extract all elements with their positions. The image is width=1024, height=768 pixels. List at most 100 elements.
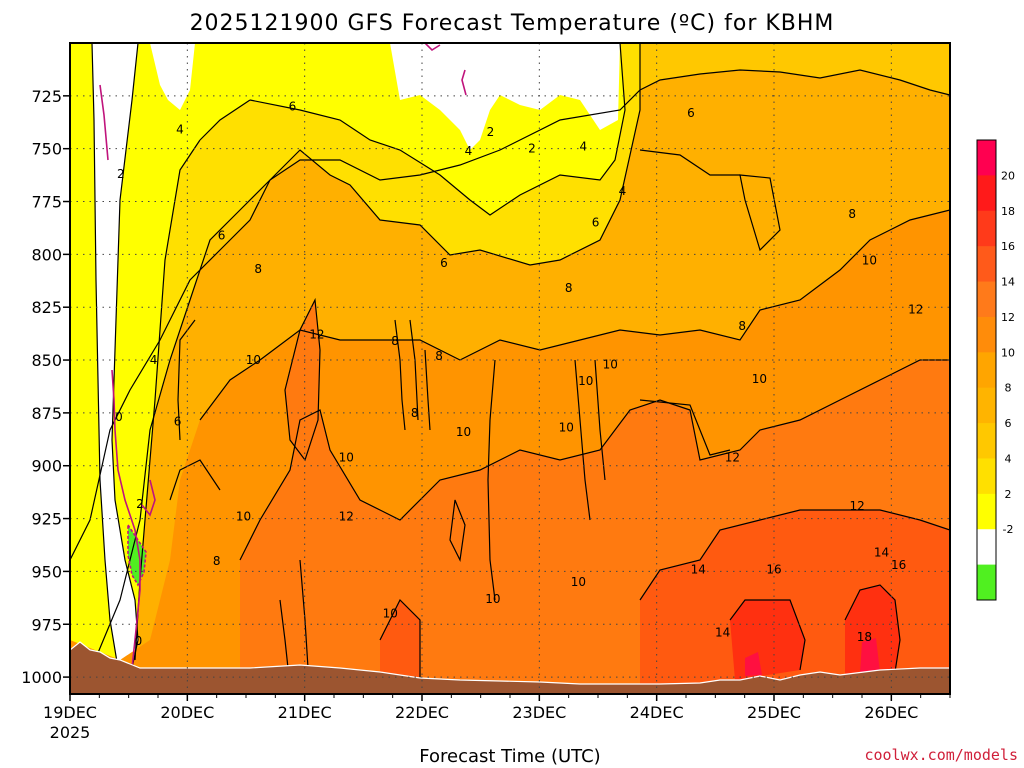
colorbar-label: 2 <box>1005 488 1012 501</box>
terrain <box>70 641 950 694</box>
contour-label: 6 <box>592 216 600 230</box>
contour-label: 10 <box>383 607 398 621</box>
contour-label: 14 <box>874 545 889 559</box>
y-tick-label: 1000 <box>21 668 62 687</box>
colorbar-label: 18 <box>1001 205 1015 218</box>
x-tick-label: 19DEC <box>43 703 97 722</box>
contour-label: 8 <box>391 334 399 348</box>
y-tick-label: 975 <box>31 615 62 634</box>
colorbar-label: 10 <box>1001 346 1015 359</box>
x-tick-label: 23DEC <box>512 703 566 722</box>
contour-label: 16 <box>766 562 781 576</box>
contour-label: 8 <box>213 554 221 568</box>
contour-label: 4 <box>176 123 184 137</box>
contour-label: 6 <box>218 228 226 242</box>
colorbar-swatch <box>977 387 996 424</box>
colorbar-frame <box>976 139 997 601</box>
contour-label: 10 <box>485 592 500 606</box>
contour-label: 10 <box>571 575 586 589</box>
y-axis: 725 750 775 800 825 850 875 900 925 950 975 1000 <box>21 87 70 687</box>
y-tick-label: 825 <box>31 298 62 317</box>
contour-label: 4 <box>150 353 158 367</box>
colorbar-swatch <box>977 246 996 283</box>
contour-label: 6 <box>687 106 695 120</box>
colorbar-swatch <box>977 529 996 566</box>
contour-label: 8 <box>411 406 419 420</box>
contour-lines <box>70 43 950 680</box>
x-tick-label: 26DEC <box>864 703 918 722</box>
colorbar-swatch <box>977 210 996 247</box>
y-tick-label: 950 <box>31 562 62 581</box>
colorbar-label: 8 <box>1005 382 1012 395</box>
y-tick-label: 750 <box>31 140 62 159</box>
y-tick-label: 800 <box>31 245 62 264</box>
contour-label: 12 <box>339 509 354 523</box>
colorbar-label: 14 <box>1001 276 1015 289</box>
contour-label: 10 <box>862 254 877 268</box>
colorbar-label: -2 <box>1003 523 1014 536</box>
band-18-20-1 <box>745 652 762 676</box>
colorbar-swatch <box>977 281 996 318</box>
y-tick-label: 775 <box>31 193 62 212</box>
contour-label: 12 <box>309 328 324 342</box>
contour-label: 8 <box>565 281 573 295</box>
contour-label: 12 <box>725 450 740 464</box>
contour-label: 14 <box>715 626 730 640</box>
contour-label: 2 <box>117 167 125 181</box>
contour-label: 10 <box>246 353 261 367</box>
colorbar-label: 16 <box>1001 240 1015 253</box>
x-axis-label: Forecast Time (UTC) <box>419 746 600 767</box>
contour-label: 2 <box>528 142 536 156</box>
x-tick-label: 22DEC <box>395 703 449 722</box>
colorbar-swatch <box>977 458 996 495</box>
contour-label: 2 <box>487 125 495 139</box>
contour-label: 10 <box>578 374 593 388</box>
x-tick-label: 21DEC <box>278 703 332 722</box>
x-tick-sublabel: 2025 <box>50 723 91 742</box>
colorbar-swatch <box>977 493 996 530</box>
colorbar-swatch <box>977 316 996 353</box>
contour-label: 10 <box>456 425 471 439</box>
contour-label: 10 <box>236 509 251 523</box>
colorbar-label: 4 <box>1005 453 1012 466</box>
contour-label: 6 <box>440 256 448 270</box>
contour-label: 2 <box>136 497 144 511</box>
y-tick-label: 725 <box>31 87 62 106</box>
colorbar-label: 20 <box>1001 169 1015 182</box>
contour-label: 4 <box>619 184 627 198</box>
colorbar-label: 6 <box>1005 417 1012 430</box>
band-below-2-right-2 <box>150 43 195 110</box>
band-16-18-east <box>845 585 900 675</box>
contour-label: 10 <box>752 372 767 386</box>
contour-field <box>70 43 950 694</box>
band-18-20-2 <box>860 638 880 673</box>
contour-label: 12 <box>908 302 923 316</box>
x-tick-label: 24DEC <box>630 703 684 722</box>
band-below-2-right-1 <box>390 43 620 150</box>
band-16-18 <box>730 600 805 680</box>
contour-label: 0 <box>115 410 123 424</box>
contour-label: 0 <box>135 634 143 648</box>
colorbar: 20 18 16 14 12 10 8 6 4 2 -2 <box>976 139 1015 601</box>
colorbar-label: 12 <box>1001 311 1015 324</box>
contour-label: 14 <box>691 562 706 576</box>
grid <box>70 43 950 694</box>
colorbar-swatch <box>977 175 996 212</box>
y-tick-label: 850 <box>31 351 62 370</box>
contour-label: 8 <box>738 319 746 333</box>
colorbar-swatch <box>977 564 996 601</box>
credit-link[interactable]: coolwx.com/models <box>864 746 1018 764</box>
chart-title: 2025121900 GFS Forecast Temperature (ºC)… <box>190 11 835 36</box>
colorbar-swatch <box>977 423 996 459</box>
contour-label: 8 <box>254 262 262 276</box>
y-tick-label: 900 <box>31 457 62 476</box>
x-tick-label: 20DEC <box>160 703 214 722</box>
contour-label: 16 <box>891 558 906 572</box>
contour-label: 8 <box>435 349 443 363</box>
contour-label: 6 <box>289 99 297 113</box>
band-below-2-left <box>92 43 138 668</box>
contour-label: 4 <box>465 144 473 158</box>
